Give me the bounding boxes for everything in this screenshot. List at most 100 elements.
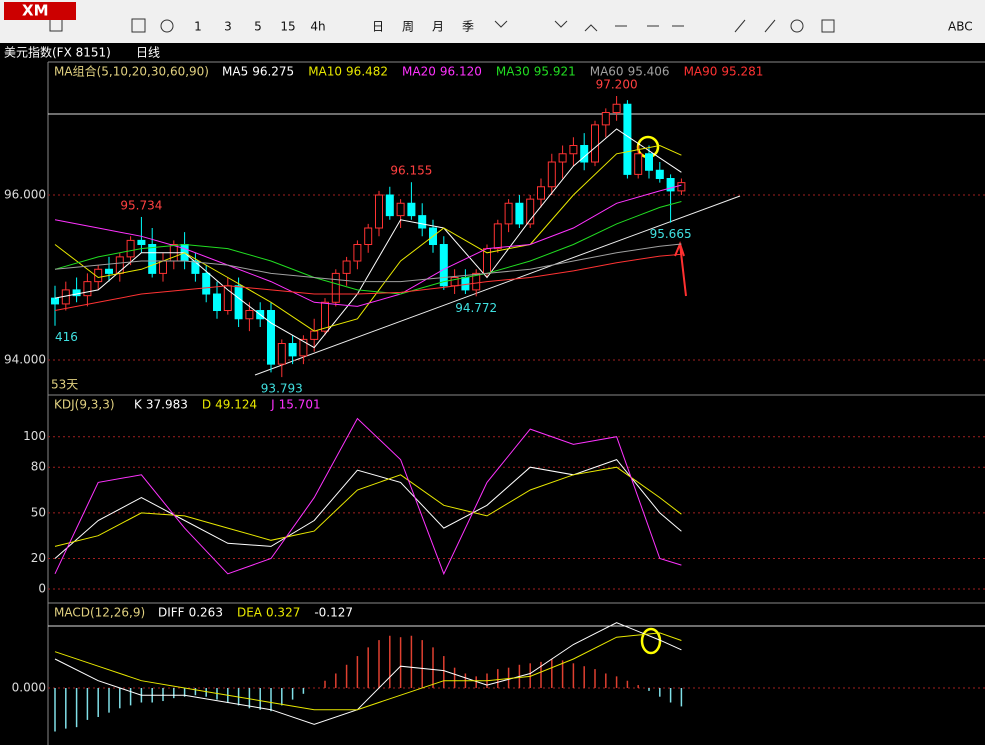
candle-body [277,343,286,365]
candle-body [213,293,221,312]
candle-body [504,202,513,225]
candle-body [677,182,686,192]
legend-name: MA60 [590,65,624,79]
kdj-line [54,466,682,547]
legend-value: 0.327 [266,606,300,620]
save-icon[interactable] [131,18,146,33]
legend-value: 49.124 [215,398,257,412]
candle-body [105,268,113,274]
candle-body [569,145,578,155]
rect-tool[interactable] [821,19,835,33]
price-annotation: 94.772 [455,301,497,315]
candle-body [51,297,59,305]
legend-name: K [134,398,143,412]
candle-body [612,103,621,114]
logo-bg [4,2,76,20]
toolbar-button[interactable]: ABC [948,20,973,34]
candle-body [288,343,297,357]
ma-line [54,243,682,283]
candle-body [299,338,308,357]
legend-name: J [270,398,275,412]
legend-name: MA5 [222,65,248,79]
candle-body [537,186,545,200]
legend-name: D [202,398,211,412]
candle-body [558,153,567,163]
legend-value: 0.263 [189,606,223,620]
candle-body [267,310,275,365]
candle-body [418,215,427,229]
toolbar-button[interactable]: 5 [254,20,262,34]
ma-line [54,253,682,311]
toolbar-button[interactable]: 3 [224,20,232,34]
y-tick-label: 94.000 [4,353,46,367]
ma-line [54,184,682,307]
candle-body [645,153,653,171]
legend-value: 95.921 [534,65,576,79]
toolbar-button[interactable]: 4h [310,20,325,34]
candle-body [666,178,675,192]
legend-value: 37.983 [146,398,188,412]
refresh-icon[interactable] [160,19,174,33]
candle-body [137,239,146,246]
candle-body [342,260,351,274]
price-annotation: 97.200 [596,78,638,92]
ma-line [54,128,682,349]
toolbar-button[interactable]: 15 [280,20,295,34]
toolbar-button[interactable]: 周 [402,20,414,34]
legend-name: MA30 [496,65,530,79]
y-tick-label: 0.000 [12,680,46,694]
toolbar-button[interactable]: 1 [194,20,202,34]
candle-body [634,153,643,175]
candle-body [601,112,610,126]
trend-line [254,195,741,376]
period[interactable]: 日线 [136,46,160,60]
highlight-circle [640,627,662,655]
candle-body [375,194,383,229]
y-tick-label: 0 [38,581,46,595]
candle-body [515,202,524,225]
candle-body [472,272,481,291]
macd-line [54,622,682,725]
legend-name: MA90 [684,65,718,79]
candle-body [191,260,200,274]
candle-body [396,202,405,217]
macd-line [54,632,682,711]
candle-body [385,194,394,217]
y-tick-label: 96.000 [4,188,46,202]
circle-tool[interactable] [790,19,804,33]
legend-value: 96.120 [440,65,482,79]
y-tick-label: 100 [23,429,46,443]
price-annotation: 93.793 [261,382,303,396]
toolbar-button[interactable]: 季 [462,20,474,34]
candle-body [148,244,157,274]
toolbar-button[interactable]: 月 [432,20,444,34]
candle-body [364,227,373,246]
candle-body [202,272,211,295]
candle-body [407,202,416,217]
y-tick-label: 80 [31,460,46,474]
tool-icons[interactable] [494,19,776,33]
candle-body [439,244,448,287]
days-label: 53天 [51,378,78,392]
legend-name: MA20 [402,65,436,79]
legend-name: MA10 [308,65,342,79]
symbol[interactable]: 美元指数(FX 8151) [4,45,111,60]
y-tick-label: 50 [31,505,46,519]
panel-title: MA组合(5,10,20,30,60,90) [54,64,209,79]
candle-body [234,285,243,320]
candle-body [126,239,135,258]
price-annotation: 95.734 [120,198,162,212]
ma-line [54,201,682,295]
legend-name: DIFF [158,606,185,620]
legend-name: DEA [237,606,263,620]
legend-value: -0.127 [314,606,353,620]
legend-value: 95.406 [628,65,670,79]
toolbar-button[interactable]: 日 [372,20,384,34]
price-annotation: 416 [55,330,78,344]
legend-value: 15.701 [279,398,321,412]
header-bar [0,43,985,62]
candle-body [331,272,340,303]
candle-body [353,244,362,262]
candle-body [493,223,502,250]
kdj-line [54,459,682,559]
